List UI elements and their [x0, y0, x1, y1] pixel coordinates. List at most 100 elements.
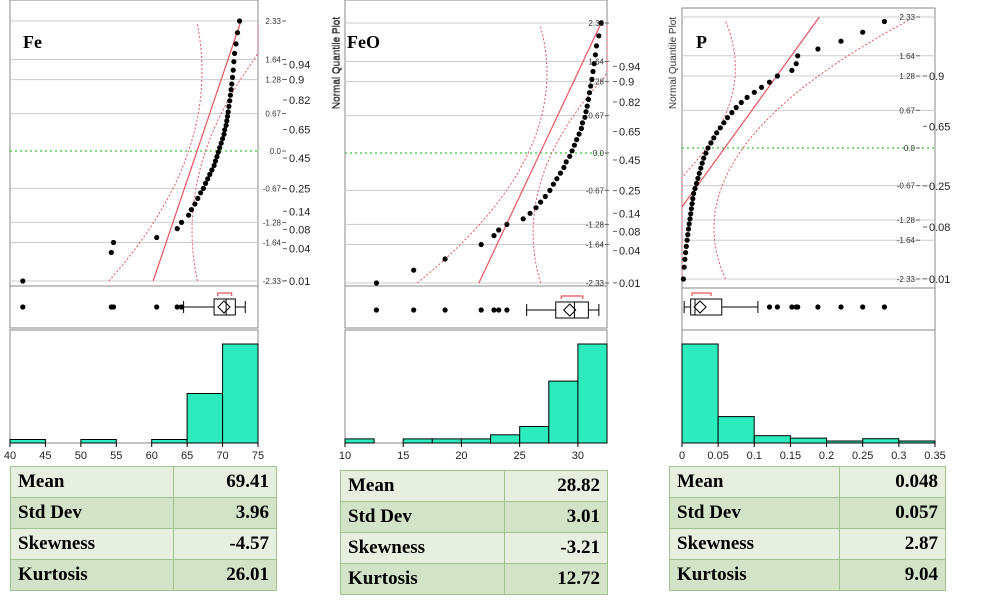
quantile-point: [225, 109, 231, 115]
histogram-bar: [80, 439, 117, 444]
normal-reference-line: [478, 22, 602, 284]
stats-table-p: Mean 0.048 Std Dev 0.057 Skewness 2.87 Kurt…: [669, 466, 947, 591]
z-tick-label: 2.33: [265, 17, 281, 26]
stat-label: Skewness: [9, 528, 175, 560]
z-tick-label: 1.64: [265, 55, 281, 64]
quantile-point: [209, 167, 215, 173]
probability-tick-label: 0.01: [289, 276, 310, 288]
quantile-point: [591, 61, 597, 67]
panel-fe: 2.33 1.64 1.28 0.67 0.0 -0.67 -1.28 -1.64 -2.33 0…: [0, 0, 343, 614]
histogram-bar: [460, 438, 492, 444]
quantile-point: [699, 160, 705, 166]
z-tick-label: -0.67: [586, 186, 605, 195]
histogram-bar: [753, 435, 791, 444]
stat-label: Std Dev: [339, 501, 506, 533]
quantile-point: [711, 135, 717, 141]
histogram-bar: [717, 416, 755, 444]
quantile-point: [687, 216, 693, 222]
quantile-point: [442, 256, 448, 262]
panel-feo: 2.33 1.64 1.28 0.67 0.0 -0.67 -1.28 -1.64 -2.33 0…: [331, 0, 665, 614]
quantile-point: [567, 153, 573, 159]
quantile-point: [751, 89, 757, 95]
probability-tick-label: 0.14: [619, 208, 640, 220]
quantile-point: [576, 131, 582, 137]
boxplot-outlier: [491, 307, 497, 313]
chart-p: 2.33 1.64 1.28 0.67 0.0 -0.67 -1.28 -1.64 -2.33 0…: [668, 7, 950, 462]
x-tick-label: 55: [110, 450, 122, 462]
stat-value: 69.41: [173, 466, 277, 498]
quantile-point: [698, 165, 704, 171]
quantile-point: [691, 190, 697, 197]
quantile-point: [733, 104, 739, 111]
quantile-point: [411, 267, 417, 273]
quantile-point: [557, 170, 563, 176]
boxplot-outlier: [478, 307, 484, 313]
histogram-bar: [548, 380, 579, 444]
probability-tick-label: 0.65: [619, 127, 640, 139]
x-tick-label: 75: [252, 450, 264, 462]
z-tick-label: -1.28: [897, 216, 916, 225]
quantile-point: [815, 46, 821, 52]
boxplot-shortest-half: [560, 295, 584, 299]
quantile-point: [220, 136, 226, 142]
quantile-point: [198, 190, 204, 196]
quantile-point: [583, 109, 589, 115]
z-tick-label: 1.28: [899, 72, 915, 81]
probability-tick-label: 0.25: [929, 181, 950, 193]
histogram-bar: [862, 438, 900, 444]
histogram-bar: [186, 393, 224, 444]
quantile-point: [195, 195, 201, 201]
quantile-point: [178, 219, 185, 225]
boxplot-outlier: [838, 304, 844, 310]
histogram-bar: [9, 439, 46, 444]
quantile-point: [592, 52, 598, 58]
quantile-point: [688, 206, 694, 212]
z-tick-label: 1.64: [588, 57, 604, 66]
quantile-point: [596, 33, 602, 39]
quantile-point: [578, 125, 584, 132]
stat-label: Mean: [339, 470, 506, 502]
probability-tick-label: 0.65: [289, 125, 310, 137]
z-tick-label: 1.28: [265, 76, 281, 85]
quantile-plot-label: Normal Quantile Plot: [331, 17, 342, 109]
stat-row-std-dev: Std Dev 3.96: [9, 497, 277, 529]
stat-label: Skewness: [669, 528, 840, 560]
histogram-bar: [402, 438, 433, 444]
stat-label: Kurtosis: [9, 559, 175, 591]
stat-label: Std Dev: [669, 497, 840, 529]
quantile-point: [226, 103, 232, 109]
stat-label: Mean: [669, 466, 840, 498]
probability-tick-label: 0.08: [289, 224, 310, 236]
boxplot-outlier: [154, 304, 160, 310]
z-tick-label: 0.67: [588, 112, 604, 121]
stat-row-std-dev: Std Dev 0.057: [669, 497, 947, 529]
boxplot-outlier: [766, 304, 773, 310]
stat-row-skewness: Skewness -4.57: [9, 528, 277, 560]
boxplot-outlier: [178, 304, 185, 310]
histogram-bar: [898, 440, 936, 444]
histogram-bar: [431, 438, 462, 444]
z-tick-label: -0.67: [897, 182, 916, 191]
histogram-bar: [519, 426, 550, 444]
quantile-point: [766, 79, 773, 85]
x-tick-label: 25: [514, 450, 526, 462]
quantile-point: [789, 67, 795, 73]
x-tick-label: 40: [4, 450, 16, 462]
z-tick-label: -2.33: [263, 277, 282, 286]
quantile-point: [232, 50, 238, 57]
boxplot-outlier: [174, 304, 180, 310]
quantile-point: [207, 171, 213, 177]
quantile-point: [685, 226, 692, 232]
quantile-point: [696, 170, 702, 176]
histogram-bar: [344, 438, 375, 444]
quantile-point: [721, 120, 727, 126]
quantile-point: [110, 239, 117, 246]
z-tick-label: 2.33: [588, 19, 604, 28]
quantile-point: [373, 280, 379, 286]
quantile-point: [593, 43, 600, 49]
z-tick-label: 2.33: [899, 13, 915, 22]
stat-value: 12.72: [504, 563, 608, 595]
quantile-point: [192, 201, 198, 207]
stat-row-mean: Mean 28.82: [339, 470, 608, 502]
quantile-point: [724, 115, 731, 121]
